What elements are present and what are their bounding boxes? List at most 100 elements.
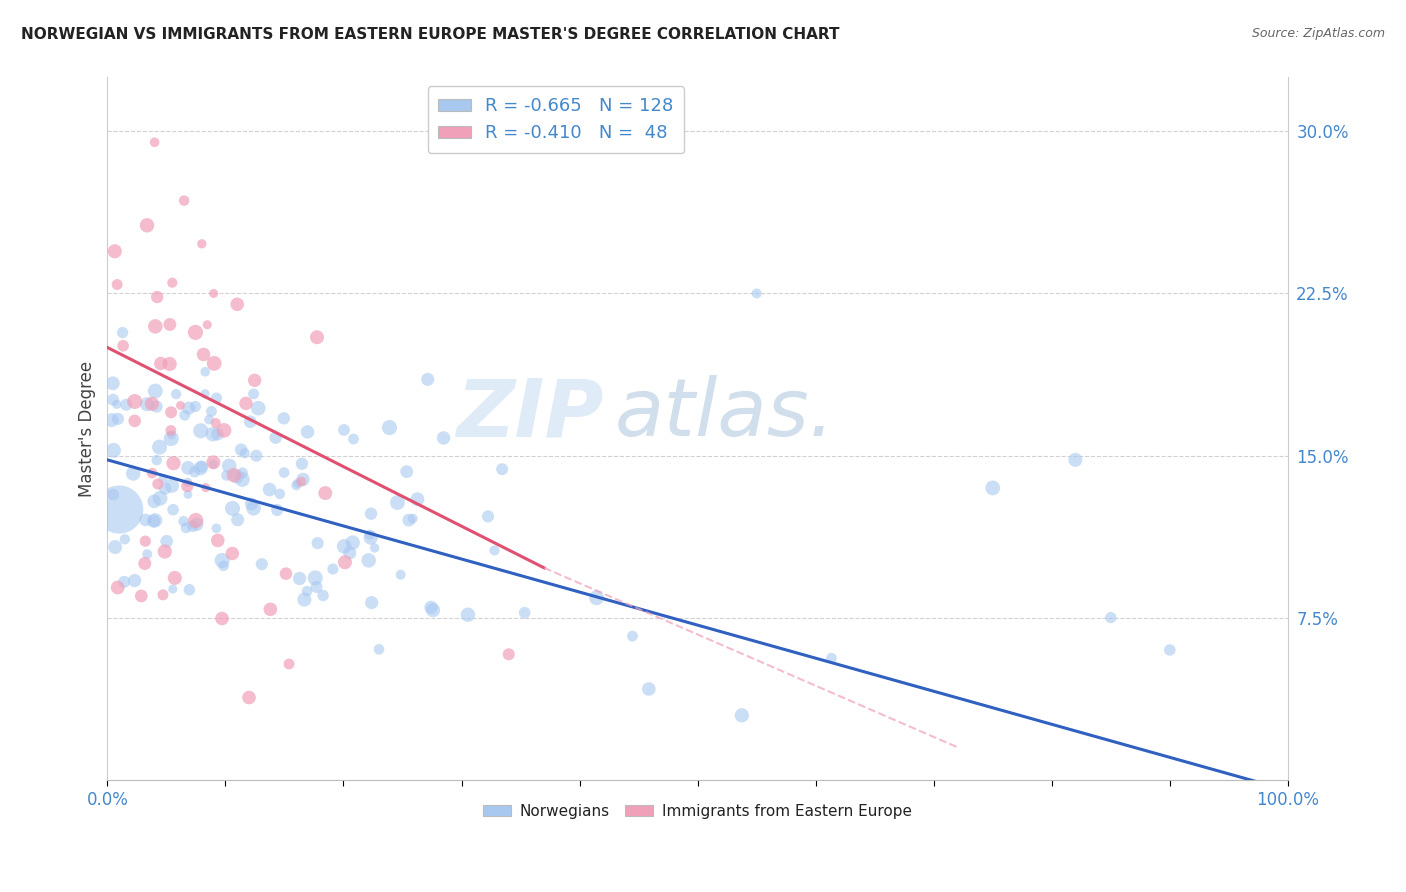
Point	[221, 547, 243, 561]
Point	[285, 478, 308, 492]
Point	[124, 414, 146, 428]
Point	[212, 558, 235, 573]
Point	[173, 194, 195, 208]
Point	[160, 478, 183, 492]
Point	[152, 471, 174, 485]
Point	[231, 466, 253, 480]
Point	[159, 318, 181, 332]
Point	[162, 276, 184, 290]
Point	[103, 443, 125, 458]
Point	[307, 536, 329, 550]
Point	[190, 424, 212, 438]
Point	[242, 501, 264, 516]
Point	[174, 521, 197, 535]
Point	[202, 455, 225, 469]
Point	[177, 461, 200, 475]
Point	[201, 427, 224, 442]
Point	[247, 401, 270, 416]
Point	[101, 392, 124, 407]
Point	[314, 486, 336, 500]
Point	[274, 566, 297, 581]
Point	[378, 420, 401, 434]
Point	[114, 533, 136, 547]
Point	[134, 513, 156, 527]
Point	[240, 497, 263, 511]
Point	[149, 357, 172, 371]
Point	[159, 357, 181, 371]
Y-axis label: Master's Degree: Master's Degree	[79, 360, 96, 497]
Point	[359, 527, 381, 541]
Point	[333, 555, 356, 569]
Point	[212, 424, 235, 438]
Point	[156, 534, 179, 549]
Point	[107, 581, 129, 595]
Point	[100, 413, 122, 427]
Point	[200, 404, 222, 418]
Point	[243, 373, 266, 387]
Point	[124, 394, 146, 409]
Point	[297, 425, 319, 439]
Point	[184, 400, 207, 414]
Point	[245, 449, 267, 463]
Legend: Norwegians, Immigrants from Eastern Europe: Norwegians, Immigrants from Eastern Euro…	[477, 797, 918, 824]
Point	[124, 574, 146, 588]
Point	[160, 405, 183, 419]
Point	[181, 519, 204, 533]
Point	[136, 219, 159, 233]
Point	[491, 462, 513, 476]
Point	[169, 399, 191, 413]
Point	[432, 431, 454, 445]
Point	[143, 319, 166, 334]
Point	[239, 415, 262, 429]
Point	[221, 501, 243, 516]
Point	[115, 398, 138, 412]
Point	[211, 611, 233, 625]
Point	[176, 479, 198, 493]
Point	[395, 465, 418, 479]
Point	[173, 514, 195, 528]
Point	[259, 483, 281, 497]
Point	[621, 629, 644, 643]
Text: Source: ZipAtlas.com: Source: ZipAtlas.com	[1251, 27, 1385, 40]
Text: ZIP: ZIP	[456, 376, 603, 453]
Point	[104, 244, 127, 259]
Point	[153, 544, 176, 558]
Point	[165, 387, 187, 401]
Point	[484, 543, 506, 558]
Point	[191, 459, 214, 474]
Point	[242, 387, 264, 401]
Point	[304, 571, 326, 585]
Point	[202, 457, 225, 471]
Point	[101, 376, 124, 391]
Point	[513, 606, 536, 620]
Point	[222, 468, 245, 483]
Point	[108, 502, 131, 516]
Point	[162, 456, 184, 470]
Point	[183, 465, 205, 479]
Point	[142, 514, 165, 528]
Point	[290, 475, 312, 489]
Point	[226, 297, 249, 311]
Point	[107, 412, 129, 426]
Point	[291, 457, 314, 471]
Point	[146, 290, 169, 304]
Point	[112, 339, 135, 353]
Point	[233, 446, 256, 460]
Point	[292, 472, 315, 486]
Point	[148, 440, 170, 454]
Point	[238, 690, 260, 705]
Point	[229, 442, 252, 457]
Point	[186, 517, 208, 532]
Point	[179, 582, 201, 597]
Point	[104, 540, 127, 554]
Point	[149, 491, 172, 506]
Point	[360, 531, 382, 545]
Point	[342, 535, 364, 549]
Point	[288, 571, 311, 585]
Point	[420, 600, 443, 615]
Point	[163, 571, 186, 585]
Point	[134, 534, 156, 549]
Point	[226, 513, 249, 527]
Point	[477, 509, 499, 524]
Point	[143, 135, 166, 149]
